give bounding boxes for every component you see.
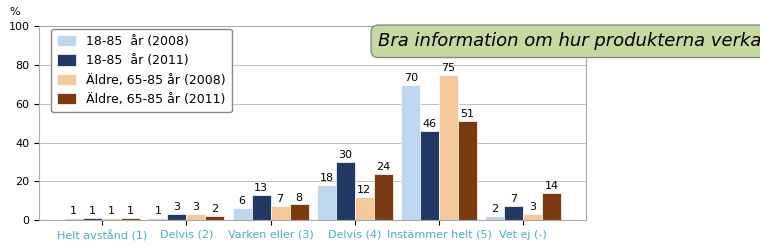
Text: %: % <box>9 7 20 17</box>
Bar <box>401 85 420 220</box>
Text: 7: 7 <box>510 194 518 204</box>
Bar <box>505 206 524 220</box>
Text: 51: 51 <box>461 109 474 119</box>
Text: 3: 3 <box>173 202 180 212</box>
Bar <box>355 197 374 220</box>
Bar <box>317 185 336 220</box>
Bar <box>205 216 224 220</box>
Bar <box>252 195 271 220</box>
Text: 14: 14 <box>545 181 559 191</box>
Text: 24: 24 <box>376 161 391 172</box>
Bar <box>458 121 477 220</box>
Text: 18: 18 <box>319 173 334 183</box>
Text: 3: 3 <box>192 202 199 212</box>
Text: 70: 70 <box>404 73 418 83</box>
Text: 1: 1 <box>108 206 115 216</box>
Bar <box>420 131 439 220</box>
Bar <box>83 218 102 220</box>
Bar <box>64 218 83 220</box>
Bar <box>271 206 290 220</box>
Text: 3: 3 <box>529 202 537 212</box>
Text: 2: 2 <box>492 204 499 214</box>
Bar <box>233 208 252 220</box>
Text: 30: 30 <box>338 150 353 160</box>
Bar <box>336 162 355 220</box>
Text: 46: 46 <box>423 119 437 129</box>
Text: 6: 6 <box>239 196 245 206</box>
Text: 13: 13 <box>254 183 268 193</box>
Text: 1: 1 <box>89 206 96 216</box>
Text: 7: 7 <box>277 194 283 204</box>
Bar <box>543 193 562 220</box>
Bar <box>148 218 167 220</box>
Text: 2: 2 <box>211 204 218 214</box>
Bar <box>102 218 121 220</box>
Bar <box>121 218 140 220</box>
Text: 75: 75 <box>442 63 456 73</box>
Bar <box>486 216 505 220</box>
Text: Bra information om hur produkterna verkar: Bra information om hur produkterna verka… <box>378 32 760 50</box>
Bar <box>374 174 393 220</box>
Legend: 18-85  år (2008), 18-85  år (2011), Äldre, 65-85 år (2008), Äldre, 65-85 år (201: 18-85 år (2008), 18-85 år (2011), Äldre,… <box>51 29 232 112</box>
Bar <box>290 204 309 220</box>
Text: 8: 8 <box>296 192 302 203</box>
Bar <box>524 214 543 220</box>
Bar <box>439 75 458 220</box>
Bar <box>186 214 205 220</box>
Text: 1: 1 <box>154 206 161 216</box>
Text: 1: 1 <box>70 206 78 216</box>
Text: 1: 1 <box>127 206 134 216</box>
Text: 12: 12 <box>357 185 372 195</box>
Bar <box>167 214 186 220</box>
